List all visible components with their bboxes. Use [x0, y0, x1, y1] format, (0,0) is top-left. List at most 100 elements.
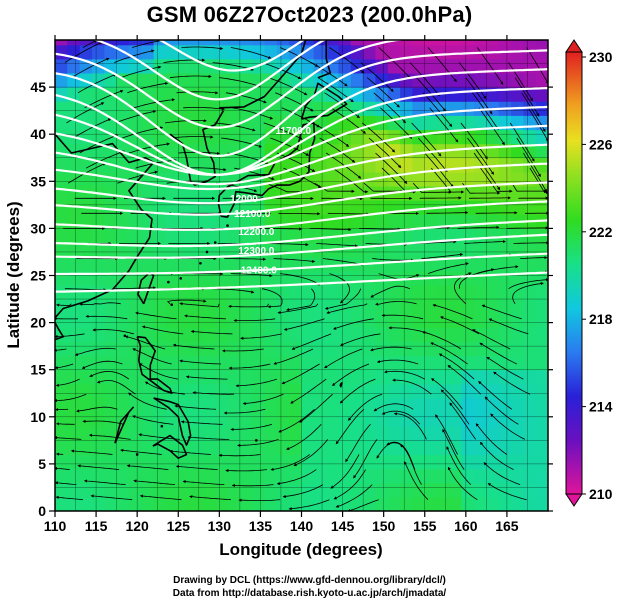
field-cell	[227, 129, 241, 145]
field-cell	[486, 270, 500, 286]
field-cell	[461, 129, 475, 145]
field-cell	[523, 200, 537, 215]
field-cell	[289, 412, 303, 427]
streamline	[411, 122, 442, 157]
field-cell	[498, 228, 512, 244]
field-cell	[264, 44, 278, 60]
field-cell	[350, 341, 364, 357]
field-cell	[252, 412, 266, 427]
streamline	[506, 226, 548, 230]
field-cell	[350, 129, 364, 145]
field-cell	[252, 214, 266, 229]
field-cell	[338, 101, 352, 116]
field-cell	[215, 482, 229, 498]
streamline	[430, 167, 465, 194]
field-cell	[190, 44, 204, 60]
field-cell	[474, 327, 487, 342]
field-cell	[227, 214, 241, 229]
field-cell	[400, 157, 413, 173]
field-cell	[252, 496, 266, 511]
field-cell	[350, 270, 364, 286]
streamline	[403, 461, 429, 500]
field-cell	[264, 40, 278, 46]
field-cell	[190, 426, 204, 441]
field-cell	[474, 115, 487, 131]
field-cell	[128, 115, 142, 131]
streamline	[447, 365, 481, 395]
field-cell	[227, 369, 241, 385]
field-cell	[128, 299, 142, 314]
coastline	[169, 110, 225, 186]
field-cell	[227, 270, 241, 286]
field-cell	[412, 412, 426, 427]
field-cell	[252, 383, 266, 399]
field-cell	[239, 355, 253, 371]
field-cell	[400, 482, 413, 498]
field-cell	[252, 369, 266, 385]
field-cell	[363, 355, 376, 371]
field-cell	[400, 270, 413, 286]
field-cell	[165, 40, 179, 46]
field-cell	[498, 284, 512, 300]
streamline	[381, 410, 421, 425]
field-cell	[412, 40, 426, 46]
island	[170, 303, 173, 307]
field-cell	[239, 58, 253, 74]
streamline	[139, 363, 179, 380]
field-cell	[400, 171, 413, 187]
field-cell	[79, 228, 93, 244]
field-cell	[437, 73, 450, 88]
field-cell	[190, 228, 204, 244]
streamline	[299, 393, 333, 423]
field-cell	[424, 228, 438, 244]
field-cell	[67, 383, 81, 399]
field-cell	[400, 256, 413, 272]
streamline	[465, 77, 493, 115]
island	[160, 424, 164, 428]
field-cell	[424, 44, 438, 60]
height-contour	[92, 40, 327, 101]
field-cell	[523, 299, 537, 314]
field-cell	[387, 256, 401, 272]
field-cell	[350, 496, 364, 511]
field-cell	[461, 40, 475, 46]
field-cell	[264, 454, 278, 470]
field-cell	[153, 355, 167, 371]
field-cell	[412, 242, 426, 258]
field-cell	[165, 200, 179, 215]
field-cell	[116, 284, 130, 300]
field-cell	[79, 44, 93, 60]
field-cell	[289, 115, 303, 131]
field-cell	[276, 398, 290, 413]
field-cell	[227, 44, 241, 60]
streamline	[72, 118, 112, 139]
field-cell	[178, 355, 192, 371]
field-cell	[79, 468, 93, 484]
field-cell	[363, 129, 376, 145]
streamline	[265, 182, 306, 194]
field-cell	[375, 171, 389, 187]
field-cell	[424, 242, 438, 258]
field-cell	[424, 383, 438, 399]
y-tick-label: 30	[30, 220, 46, 236]
field-cell	[215, 73, 229, 88]
field-cell	[387, 115, 401, 131]
height-contour	[55, 271, 548, 293]
field-cell	[535, 482, 548, 498]
field-cell	[190, 214, 204, 229]
field-cell	[486, 383, 500, 399]
field-cell	[474, 412, 487, 427]
height-contour	[55, 49, 548, 158]
field-cell	[276, 228, 290, 244]
field-cell	[412, 228, 426, 244]
streamline	[181, 46, 224, 51]
field-cell	[153, 299, 167, 314]
field-cell	[202, 256, 216, 272]
streamline	[427, 47, 457, 83]
field-cell	[190, 482, 204, 498]
field-cell	[92, 355, 105, 371]
field-cell	[239, 284, 253, 300]
field-cell	[412, 341, 426, 357]
field-cell	[104, 299, 118, 314]
field-cell	[252, 327, 266, 342]
